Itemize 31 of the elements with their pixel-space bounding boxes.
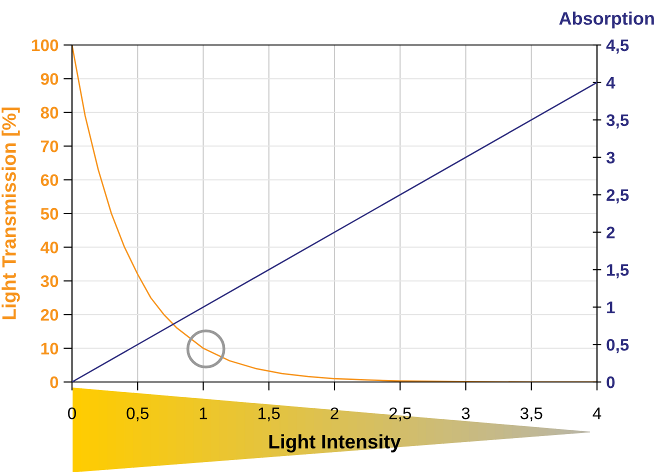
- y2-tick-label: 3: [606, 152, 615, 164]
- y-tick-label: 10: [41, 342, 58, 355]
- y2-tick-label: 1: [607, 302, 615, 314]
- y2-tick-label: 3,5: [606, 114, 629, 129]
- x-tick-label: 1: [200, 408, 208, 420]
- x-tick-label: 4: [592, 408, 602, 420]
- y-tick-label: 90: [40, 73, 58, 85]
- y2-tick-label: 4: [606, 77, 616, 88]
- x-tick-label: 1,5: [258, 408, 280, 422]
- y-tick-label: 100: [32, 39, 58, 52]
- y2-tick-label: 4,5: [606, 40, 629, 54]
- y-tick-label: 40: [40, 242, 58, 254]
- y2-tick-label: 1,5: [607, 264, 629, 278]
- y2-tick-label: 2,5: [606, 189, 629, 204]
- y2-tick-label: 0: [606, 376, 615, 388]
- y-tick-label: 20: [40, 309, 58, 321]
- y2-tick-label: 0,5: [606, 338, 629, 354]
- x-tick-label: 3: [462, 407, 470, 420]
- y-tick-label: 0: [50, 376, 58, 388]
- y2-axis-title: Absorption: [559, 12, 654, 28]
- x-tick-label: 2: [330, 407, 338, 420]
- y-tick-label: 50: [40, 208, 58, 220]
- y2-tick-label: 2: [606, 226, 615, 238]
- y-axis-title: Light Transmission [%]: [2, 108, 20, 320]
- x-axis-title: Light Intensity: [269, 434, 401, 452]
- y-tick-label: 60: [40, 174, 58, 186]
- y-tick-label: 30: [40, 275, 58, 288]
- x-tick-label: 3,5: [520, 407, 542, 422]
- y-tick-label: 70: [40, 140, 58, 152]
- x-tick-label: 0,5: [126, 407, 149, 422]
- y-tick-label: 80: [40, 106, 58, 119]
